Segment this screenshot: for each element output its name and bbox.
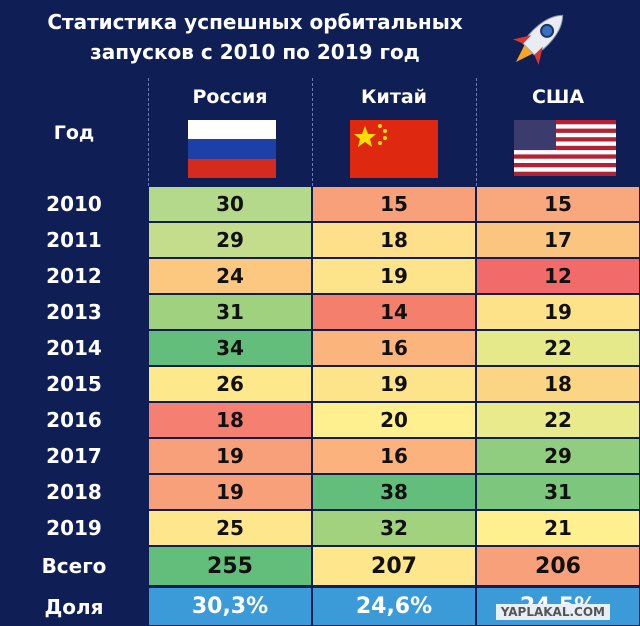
row-label: 2018 <box>0 474 148 510</box>
value-cell: 16 <box>312 330 476 366</box>
flag-china <box>350 120 438 178</box>
value-cell: 20 <box>312 402 476 438</box>
row-label: 2012 <box>0 258 148 294</box>
value-cell: 17 <box>476 222 640 258</box>
value-cell: 25 <box>148 510 312 546</box>
value-cell: 21 <box>476 510 640 546</box>
value-cell: 31 <box>476 474 640 510</box>
row-label: Доля <box>0 587 148 626</box>
value-cell: 206 <box>476 546 640 586</box>
divider <box>148 78 149 186</box>
row-label: 2013 <box>0 294 148 330</box>
value-cell: 38 <box>312 474 476 510</box>
value-cell: 34 <box>148 330 312 366</box>
row-label: 2017 <box>0 438 148 474</box>
value-cell: 18 <box>312 222 476 258</box>
title-line: Статистика успешных орбитальных <box>47 10 463 34</box>
value-cell: 12 <box>476 258 640 294</box>
header-country: Россия <box>192 86 268 108</box>
value-cell: 18 <box>148 402 312 438</box>
value-cell: 22 <box>476 330 640 366</box>
value-cell: 19 <box>312 258 476 294</box>
divider <box>312 78 313 186</box>
flag-usa <box>514 120 616 176</box>
flag-russia <box>188 120 276 178</box>
row-label: 2014 <box>0 330 148 366</box>
value-cell: 30 <box>148 186 312 222</box>
value-cell: 14 <box>312 294 476 330</box>
header-country: США <box>531 86 585 108</box>
value-cell: 207 <box>312 546 476 586</box>
divider <box>476 78 477 186</box>
value-cell: 19 <box>312 366 476 402</box>
value-cell: 29 <box>148 222 312 258</box>
value-cell: 29 <box>476 438 640 474</box>
value-cell: 19 <box>148 438 312 474</box>
value-cell: 32 <box>312 510 476 546</box>
header-year: Год <box>53 122 95 144</box>
header-country: Китай <box>361 86 427 108</box>
value-cell: 16 <box>312 438 476 474</box>
value-cell: 19 <box>148 474 312 510</box>
title-line: запусков с 2010 по 2019 год <box>90 40 420 64</box>
value-cell: 31 <box>148 294 312 330</box>
value-cell: 15 <box>476 186 640 222</box>
row-label: 2010 <box>0 186 148 222</box>
row-label: Всего <box>0 546 148 586</box>
value-cell: 26 <box>148 366 312 402</box>
value-cell: 255 <box>148 546 312 586</box>
value-cell: 24 <box>148 258 312 294</box>
row-label: 2011 <box>0 222 148 258</box>
row-label: 2016 <box>0 402 148 438</box>
value-cell: 15 <box>312 186 476 222</box>
value-cell: 18 <box>476 366 640 402</box>
value-cell: 24,6% <box>312 587 476 626</box>
value-cell: 22 <box>476 402 640 438</box>
row-label: 2019 <box>0 510 148 546</box>
value-cell: 19 <box>476 294 640 330</box>
row-label: 2015 <box>0 366 148 402</box>
watermark: YAPLAKAL.COM <box>495 604 610 620</box>
value-cell: 30,3% <box>148 587 312 626</box>
rocket-icon <box>513 14 564 65</box>
